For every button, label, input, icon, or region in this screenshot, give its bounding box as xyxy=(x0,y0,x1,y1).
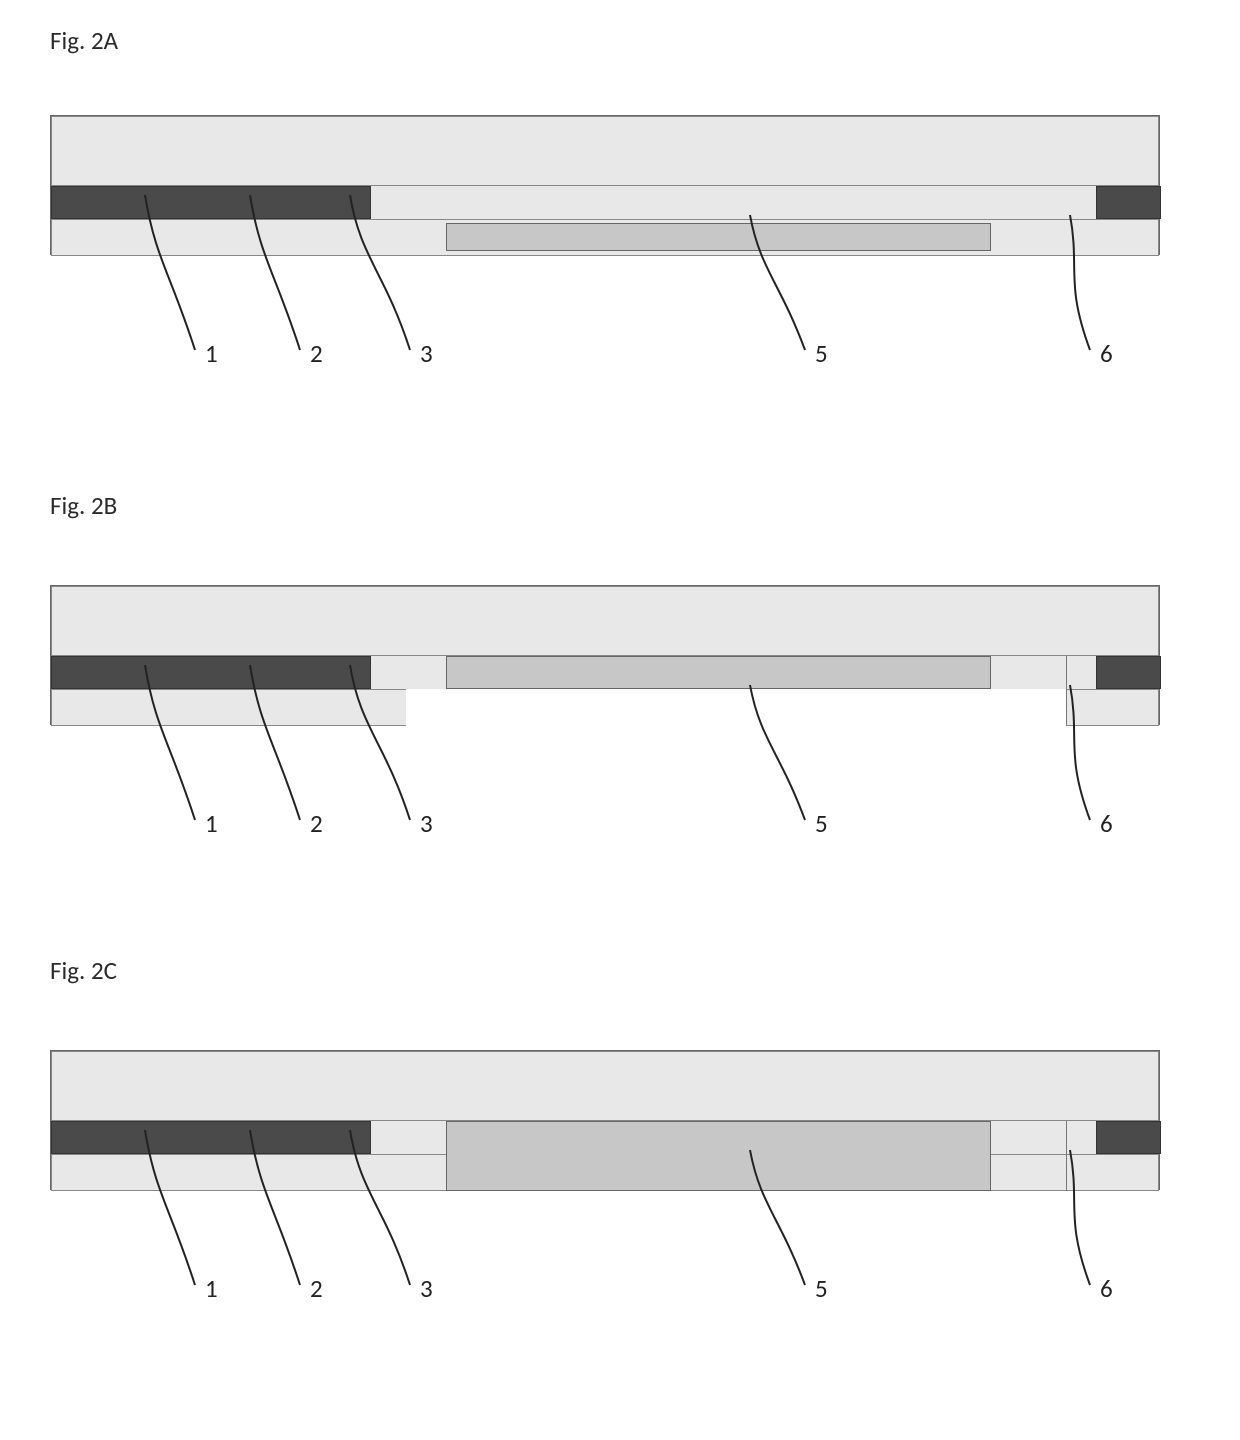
region-5 xyxy=(446,223,991,251)
figure-label: Fig. 2B xyxy=(50,490,117,521)
callout-curve xyxy=(320,663,440,822)
callout-number: 5 xyxy=(815,338,828,369)
region-5 xyxy=(446,1121,991,1191)
callout-curve xyxy=(1040,683,1120,822)
callout-number: 3 xyxy=(420,808,433,839)
layer-1-substrate xyxy=(51,116,1159,186)
figure-label: Fig. 2C xyxy=(50,955,117,986)
callout-curve xyxy=(720,213,835,352)
callout-number: 1 xyxy=(205,338,218,369)
callout-number: 6 xyxy=(1100,808,1113,839)
callout-number: 3 xyxy=(420,1273,433,1304)
callout-curve xyxy=(320,1128,440,1287)
callout-curve xyxy=(115,663,225,822)
callout-number: 3 xyxy=(420,338,433,369)
callout-number: 1 xyxy=(205,1273,218,1304)
callout-curve xyxy=(720,683,835,822)
callout-curve xyxy=(115,1128,225,1287)
callout-curve xyxy=(320,193,440,352)
callout-curve xyxy=(220,1128,330,1287)
figure-label: Fig. 2A xyxy=(50,25,118,56)
callout-curve xyxy=(720,1148,835,1287)
layer-1-substrate xyxy=(51,586,1159,656)
callout-number: 1 xyxy=(205,808,218,839)
callout-curve xyxy=(115,193,225,352)
callout-curve xyxy=(220,193,330,352)
layer-1-substrate xyxy=(51,1051,1159,1121)
callout-number: 6 xyxy=(1100,1273,1113,1304)
callout-number: 5 xyxy=(815,808,828,839)
callout-number: 6 xyxy=(1100,338,1113,369)
region-5 xyxy=(446,656,991,689)
callout-curve xyxy=(220,663,330,822)
callout-curve xyxy=(1040,1148,1120,1287)
callout-number: 5 xyxy=(815,1273,828,1304)
callout-curve xyxy=(1040,213,1120,352)
